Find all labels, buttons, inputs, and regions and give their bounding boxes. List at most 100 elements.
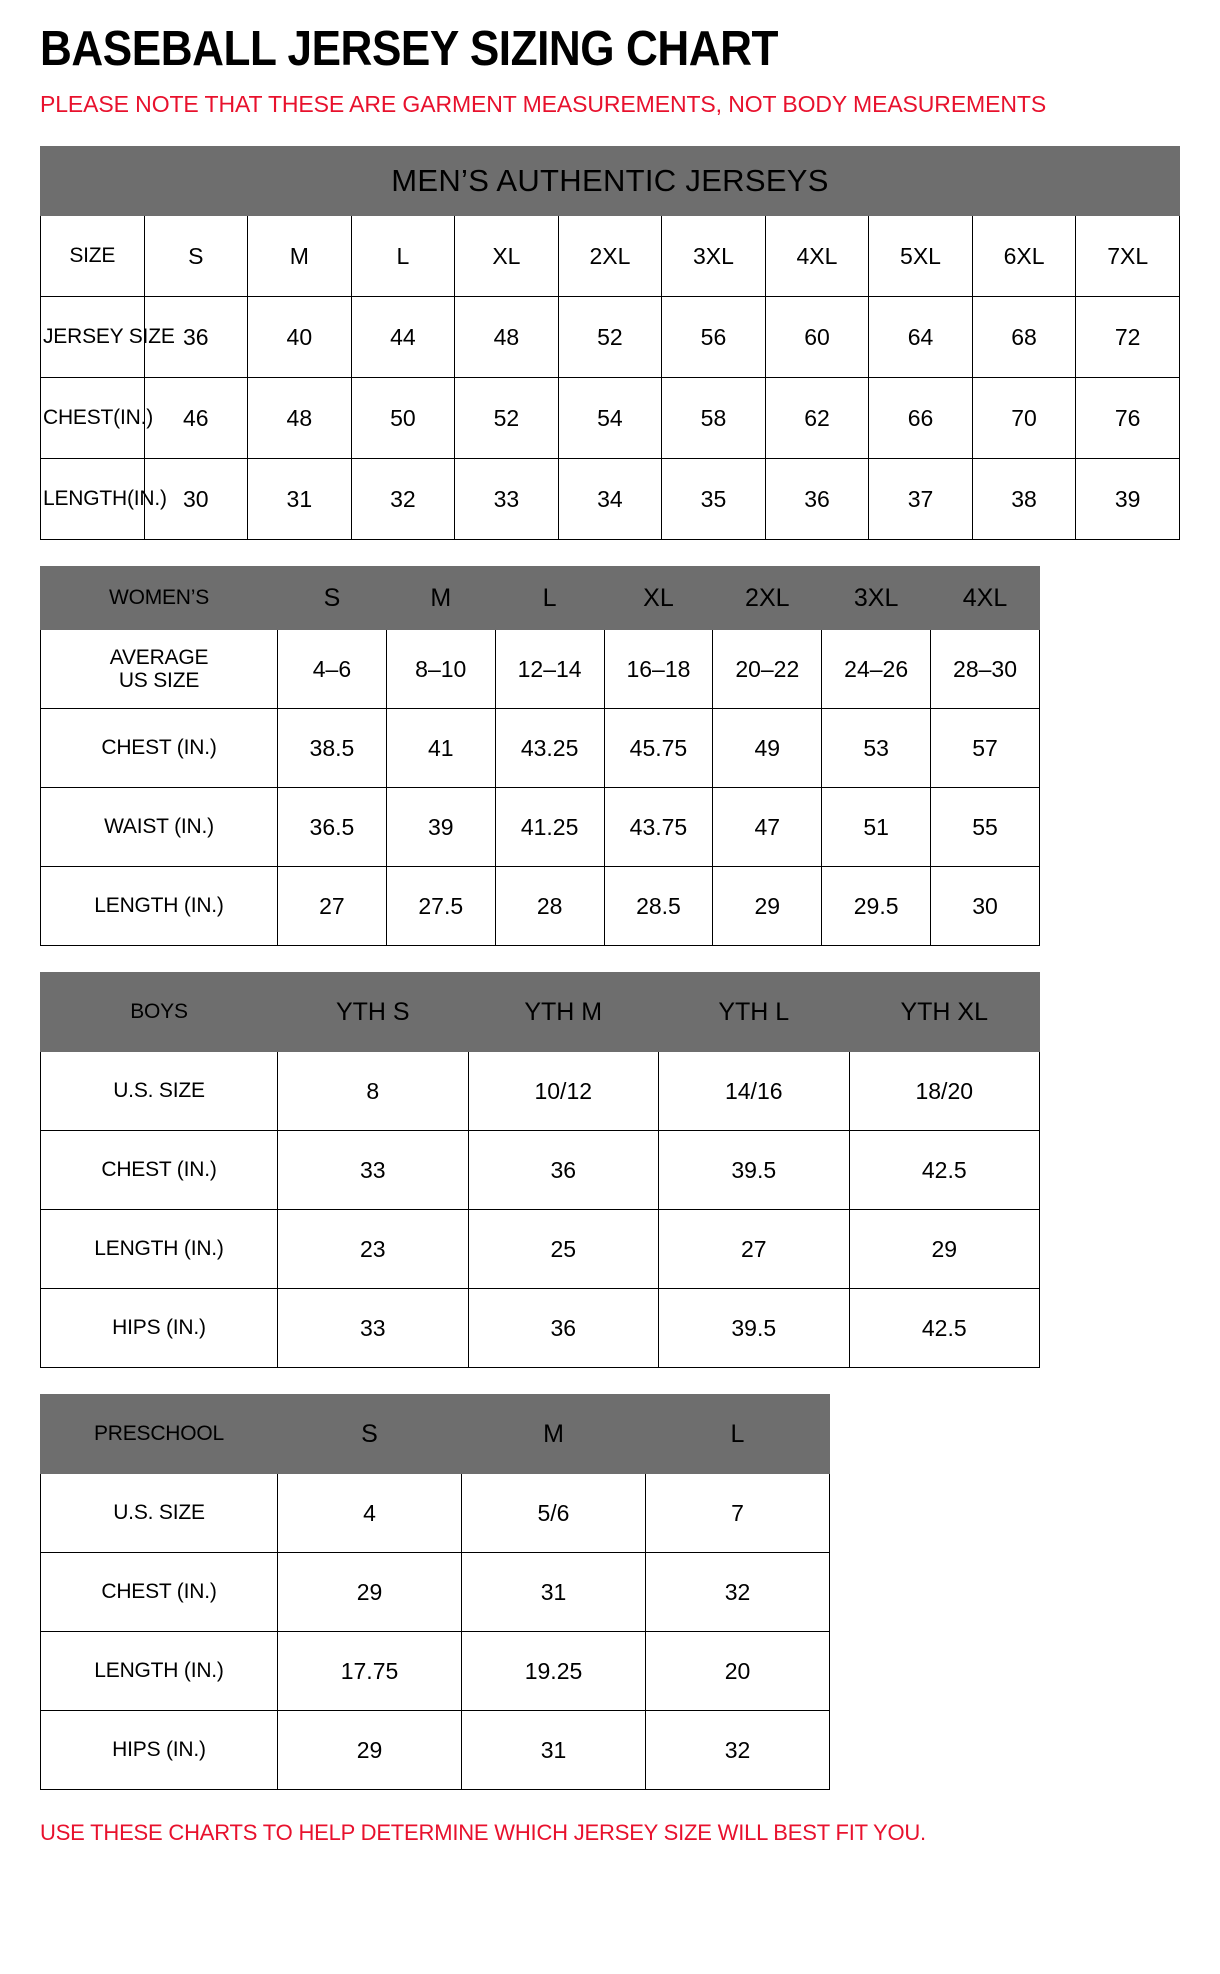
table-row: LENGTH (IN.) 27 27.5 28 28.5 29 29.5 30 <box>40 866 1040 947</box>
preschool-row-label-us-size: U.S. SIZE <box>40 1473 278 1554</box>
table-cell: 34 <box>557 458 663 541</box>
preschool-col-m: M <box>461 1394 646 1475</box>
table-cell: 28 <box>494 866 605 947</box>
table-cell: 17.75 <box>277 1631 462 1712</box>
mens-col-5xl: 5XL <box>868 215 973 298</box>
table-cell: 35 <box>661 458 766 541</box>
table-cell: 39 <box>385 787 496 868</box>
table-row: LENGTH(IN.) 30 31 32 33 34 35 36 37 38 3… <box>40 458 1180 541</box>
table-cell: 12–14 <box>494 629 605 710</box>
table-cell: 36 <box>764 458 870 541</box>
table-cell: 4–6 <box>277 629 387 710</box>
table-cell: 28.5 <box>603 866 714 947</box>
table-cell: 33 <box>277 1288 469 1369</box>
label-line-1: AVERAGE <box>109 645 209 669</box>
mens-col-s: S <box>143 215 249 298</box>
table-cell: 8 <box>277 1051 469 1132</box>
womens-row-label-average-us-size: AVERAGE US SIZE <box>40 629 278 710</box>
table-cell: 33 <box>277 1130 469 1211</box>
table-cell: 32 <box>350 458 456 541</box>
table-cell: 29.5 <box>821 866 932 947</box>
page-title: BASEBALL JERSEY SIZING CHART <box>40 22 779 76</box>
boys-col-yth-m: YTH M <box>467 972 659 1053</box>
table-cell: 27.5 <box>385 866 496 947</box>
mens-col-l: L <box>350 215 456 298</box>
table-cell: 10/12 <box>467 1051 659 1132</box>
table-cell: 30 <box>930 866 1040 947</box>
table-cell: 60 <box>764 296 870 379</box>
boys-header-row: BOYS YTH S YTH M YTH L YTH XL <box>40 972 1040 1053</box>
womens-sizing-table: WOMEN’S S M L XL 2XL 3XL 4XL AVERAGE US S… <box>40 566 1040 947</box>
mens-col-4xl: 4XL <box>764 215 870 298</box>
table-cell: 45.75 <box>603 708 714 789</box>
mens-row-label-chest: CHEST(IN.) <box>40 377 153 460</box>
table-cell: 31 <box>461 1552 646 1633</box>
boys-corner-label: BOYS <box>40 972 278 1053</box>
mens-col-xl: XL <box>454 215 559 298</box>
boys-table-body: BOYS YTH S YTH M YTH L YTH XL U.S. SIZE … <box>40 972 1040 1369</box>
womens-table-body: WOMEN’S S M L XL 2XL 3XL 4XL AVERAGE US S… <box>40 566 1040 947</box>
preschool-header-row: PRESCHOOL S M L <box>40 1394 830 1475</box>
table-cell: 38.5 <box>277 708 387 789</box>
womens-col-xl: XL <box>603 566 714 631</box>
table-cell: 33 <box>454 458 559 541</box>
boys-sizing-table: BOYS YTH S YTH M YTH L YTH XL U.S. SIZE … <box>40 972 1040 1369</box>
label-line-2: US SIZE <box>118 669 200 693</box>
womens-col-2xl: 2XL <box>712 566 823 631</box>
mens-banner-row: MEN’S AUTHENTIC JERSEYS <box>40 146 1180 217</box>
table-cell: 52 <box>557 296 663 379</box>
table-cell: 64 <box>868 296 973 379</box>
table-row: U.S. SIZE 4 5/6 7 <box>40 1473 830 1554</box>
table-row: CHEST (IN.) 38.5 41 43.25 45.75 49 53 57 <box>40 708 1040 789</box>
womens-row-label-chest: CHEST (IN.) <box>40 708 278 789</box>
garment-measurement-note: PLEASE NOTE THAT THESE ARE GARMENT MEASU… <box>40 91 1047 118</box>
womens-row-label-length: LENGTH (IN.) <box>40 866 278 947</box>
preschool-sizing-table: PRESCHOOL S M L U.S. SIZE 4 5/6 7 CHEST … <box>40 1394 830 1791</box>
table-row: CHEST (IN.) 29 31 32 <box>40 1552 830 1633</box>
table-cell: 58 <box>661 377 766 460</box>
boys-row-label-us-size: U.S. SIZE <box>40 1051 278 1132</box>
table-cell: 39.5 <box>658 1130 850 1211</box>
table-cell: 42.5 <box>848 1288 1040 1369</box>
table-cell: 49 <box>712 708 823 789</box>
preschool-corner-label: PRESCHOOL <box>40 1394 278 1475</box>
table-cell: 4 <box>277 1473 462 1554</box>
womens-col-4xl: 4XL <box>930 566 1040 631</box>
table-cell: 29 <box>712 866 823 947</box>
table-cell: 36 <box>467 1288 659 1369</box>
table-cell: 24–26 <box>821 629 932 710</box>
table-cell: 25 <box>467 1209 659 1290</box>
table-cell: 31 <box>461 1710 646 1791</box>
table-cell: 57 <box>930 708 1040 789</box>
table-cell: 36 <box>467 1130 659 1211</box>
table-cell: 51 <box>821 787 932 868</box>
preschool-row-label-length: LENGTH (IN.) <box>40 1631 278 1712</box>
boys-row-label-chest: CHEST (IN.) <box>40 1130 278 1211</box>
table-cell: 43.75 <box>603 787 714 868</box>
table-row: LENGTH (IN.) 17.75 19.25 20 <box>40 1631 830 1712</box>
table-cell: 30 <box>143 458 249 541</box>
table-cell: 36.5 <box>277 787 387 868</box>
mens-banner-label: MEN’S AUTHENTIC JERSEYS <box>40 146 1180 217</box>
preschool-table-body: PRESCHOOL S M L U.S. SIZE 4 5/6 7 CHEST … <box>40 1394 830 1791</box>
preschool-col-l: L <box>645 1394 830 1475</box>
table-row: HIPS (IN.) 33 36 39.5 42.5 <box>40 1288 1040 1369</box>
table-cell: 36 <box>143 296 249 379</box>
preschool-row-label-hips: HIPS (IN.) <box>40 1710 278 1791</box>
mens-corner-label: SIZE <box>40 215 145 298</box>
table-cell: 27 <box>277 866 387 947</box>
table-cell: 32 <box>645 1552 830 1633</box>
mens-sizing-table: MEN’S AUTHENTIC JERSEYS SIZE S M L XL 2X… <box>40 146 1180 541</box>
mens-header-row: SIZE S M L XL 2XL 3XL 4XL 5XL 6XL 7XL <box>40 215 1180 298</box>
table-cell: 20 <box>645 1631 830 1712</box>
preschool-col-s: S <box>277 1394 462 1475</box>
mens-col-6xl: 6XL <box>971 215 1077 298</box>
mens-table-body: MEN’S AUTHENTIC JERSEYS SIZE S M L XL 2X… <box>40 146 1180 541</box>
table-cell: 23 <box>277 1209 469 1290</box>
mens-row-label-length: LENGTH(IN.) <box>40 458 167 541</box>
table-cell: 7 <box>645 1473 830 1554</box>
table-cell: 48 <box>247 377 352 460</box>
womens-corner-label: WOMEN’S <box>40 566 278 631</box>
table-cell: 14/16 <box>658 1051 850 1132</box>
